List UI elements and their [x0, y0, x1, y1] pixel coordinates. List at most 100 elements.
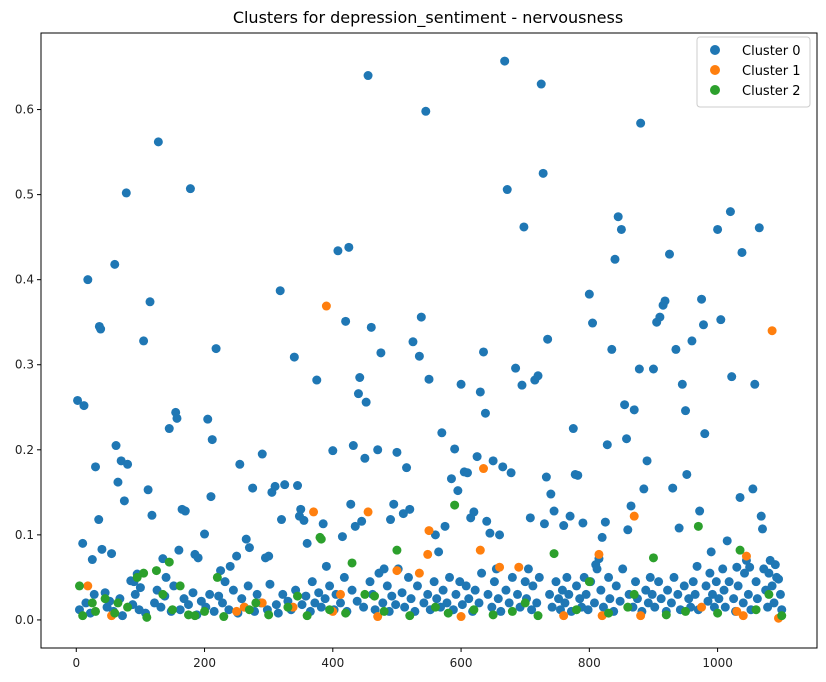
data-point	[352, 596, 362, 606]
data-point	[121, 188, 131, 198]
data-point	[139, 568, 149, 578]
data-point	[185, 184, 195, 194]
data-point	[511, 363, 521, 373]
data-point	[698, 320, 708, 330]
data-point	[301, 591, 311, 601]
data-point	[665, 249, 674, 259]
data-point	[560, 598, 570, 608]
data-point	[507, 606, 517, 616]
data-point	[493, 594, 503, 604]
data-point	[496, 606, 506, 616]
y-tick-label: 0.3	[15, 358, 34, 372]
data-point	[655, 312, 665, 322]
data-point	[225, 561, 235, 571]
data-point	[732, 606, 742, 616]
x-tick-label: 200	[193, 656, 216, 670]
data-point	[767, 326, 777, 336]
data-point	[724, 577, 734, 587]
data-point	[248, 483, 258, 493]
data-point	[677, 379, 687, 389]
data-point	[220, 577, 230, 587]
data-point	[759, 564, 769, 574]
data-point	[434, 547, 444, 557]
data-point	[135, 583, 145, 593]
data-point	[312, 375, 322, 385]
data-point	[607, 344, 617, 354]
data-point	[520, 577, 530, 587]
data-point	[639, 484, 649, 494]
data-point	[551, 577, 561, 587]
data-point	[353, 389, 363, 399]
data-point	[502, 185, 512, 195]
y-tick-label: 0.4	[15, 273, 34, 287]
data-point	[482, 516, 492, 526]
data-point	[83, 581, 93, 591]
data-point	[406, 594, 416, 604]
data-point	[745, 562, 755, 572]
data-point	[536, 79, 546, 89]
data-point	[241, 534, 251, 544]
data-point	[83, 275, 93, 285]
data-point	[424, 374, 434, 384]
data-point	[277, 515, 286, 525]
data-point	[414, 568, 424, 578]
data-point	[430, 530, 440, 540]
x-tick-label: 400	[321, 656, 344, 670]
data-point	[532, 598, 542, 608]
data-point	[450, 444, 460, 454]
data-point	[634, 364, 644, 374]
data-point	[438, 585, 448, 595]
legend: Cluster 0 Cluster 1 Cluster 2	[696, 36, 811, 108]
data-point	[376, 348, 386, 358]
data-point	[706, 547, 716, 557]
data-point	[469, 507, 479, 517]
data-point	[397, 588, 407, 598]
data-point	[455, 577, 465, 587]
data-point	[470, 585, 480, 595]
data-point	[387, 591, 397, 601]
data-point	[737, 247, 747, 257]
data-point	[320, 594, 330, 604]
data-point	[557, 585, 567, 595]
data-point	[361, 397, 371, 407]
data-point	[668, 483, 678, 493]
data-point	[360, 453, 370, 463]
data-point	[629, 405, 639, 415]
data-point	[419, 598, 429, 608]
data-point	[423, 549, 433, 559]
data-point	[622, 434, 632, 444]
x-tick-label: 0	[72, 656, 80, 670]
data-point	[147, 510, 157, 520]
data-point	[219, 612, 229, 622]
data-point	[645, 572, 655, 582]
data-point	[271, 600, 281, 610]
data-point	[604, 608, 614, 618]
data-point	[472, 452, 482, 462]
data-point	[523, 564, 533, 574]
data-point	[565, 511, 575, 521]
data-point	[738, 598, 748, 608]
data-point	[539, 519, 549, 529]
data-point	[211, 344, 221, 354]
data-point	[416, 312, 426, 322]
data-point	[534, 572, 544, 582]
data-point	[424, 526, 434, 536]
data-point	[278, 589, 288, 599]
data-point	[379, 606, 389, 616]
data-point	[209, 606, 219, 616]
data-point	[733, 581, 743, 591]
data-point	[321, 561, 331, 571]
data-point	[432, 594, 442, 604]
data-point	[451, 589, 461, 599]
data-point	[772, 572, 782, 582]
y-tick-label: 0.6	[15, 103, 34, 117]
data-point	[684, 594, 694, 604]
data-point	[265, 579, 275, 589]
data-point	[405, 611, 415, 621]
data-point	[153, 137, 163, 147]
data-point	[480, 408, 490, 418]
data-point	[355, 373, 365, 382]
data-point	[280, 480, 290, 490]
data-point	[123, 459, 133, 469]
series-cluster-2	[74, 500, 787, 622]
